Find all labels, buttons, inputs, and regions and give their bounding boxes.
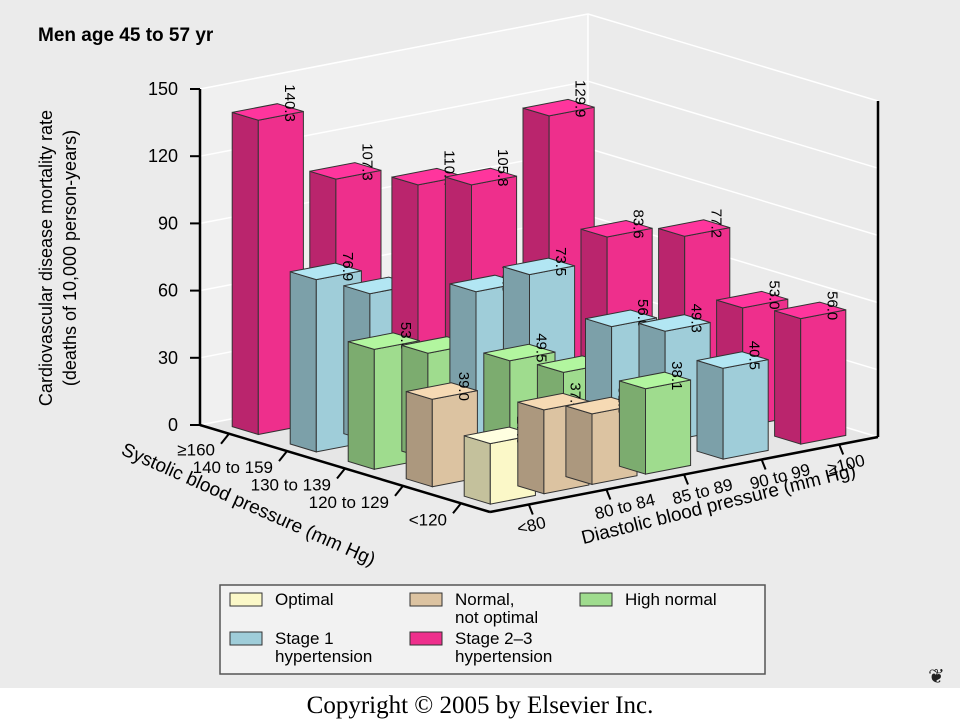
bar-top-stage-2-3-hypertension	[522, 98, 595, 117]
bar-data-label: 83.6	[630, 209, 647, 238]
bar-side-stage-1-hypertension	[696, 359, 724, 460]
bar-data-label: 73.5	[552, 247, 569, 276]
copyright-notice: Copyright © 2005 by Elsevier Inc.	[306, 692, 654, 719]
bar-side-normal-not-optimal	[565, 405, 593, 486]
bar-data-label: 49.3	[688, 304, 705, 333]
systolic-tick	[336, 467, 346, 480]
legend-swatch	[409, 592, 443, 607]
bar-top-stage-2-3-hypertension	[580, 219, 653, 238]
bar-data-label: 140.3	[281, 84, 298, 122]
gridline-back	[199, 13, 589, 90]
legend-label: High normal	[625, 590, 717, 609]
diastolic-tick-label: <80	[515, 513, 548, 538]
systolic-tick	[452, 502, 462, 514]
bar-top-stage-2-3-hypertension	[716, 290, 788, 309]
bar-data-label: 53.0	[765, 280, 782, 309]
y-axis-label-line1: Cardiovascular disease mortality rate	[36, 110, 56, 406]
bar-data-label: 40.5	[746, 341, 763, 370]
bar-data-label: 129.9	[572, 80, 589, 118]
bar-side-normal-not-optimal	[405, 390, 433, 488]
systolic-tick-label: 140 to 159	[193, 458, 273, 477]
legend-label-line2: hypertension	[455, 647, 552, 666]
systolic-tick	[394, 485, 404, 497]
bar-top-stage-2-3-hypertension	[658, 219, 730, 237]
bar-high-normal	[645, 379, 692, 475]
bar-top-stage-1-hypertension	[503, 257, 575, 276]
legend-swatch	[579, 592, 613, 607]
bar-top-stage-1-hypertension	[638, 314, 711, 332]
bar-data-label: 77.2	[707, 209, 724, 238]
y-tick-label: 30	[158, 348, 178, 368]
legend-swatch	[229, 592, 263, 607]
bar-top-stage-2-3-hypertension	[445, 167, 517, 186]
y-tick-label: 150	[148, 79, 178, 99]
bar-top-stage-1-hypertension	[585, 309, 657, 328]
systolic-tick-label: ≥160	[177, 441, 215, 460]
elsevier-tree-icon: ❦	[928, 664, 945, 688]
bar-top-stage-1-hypertension	[290, 262, 362, 281]
bar-top-stage-2-3-hypertension	[774, 301, 846, 320]
y-tick-label: 120	[148, 146, 178, 166]
systolic-tick	[220, 433, 230, 445]
bar-stage-1-hypertension	[722, 358, 769, 460]
bar-side-stage-2-3-hypertension	[774, 310, 802, 445]
bar-side-stage-2-3-hypertension	[231, 111, 259, 436]
bar-data-label: 107.3	[358, 143, 375, 181]
bar-stage-2-3-hypertension	[800, 309, 847, 445]
bar-side-optimal	[463, 435, 491, 505]
legend-label: Normal,	[455, 590, 515, 609]
bar-top-high-normal	[483, 343, 556, 362]
diastolic-tick	[838, 444, 845, 455]
bar-top-stage-2-3-hypertension	[309, 162, 382, 180]
bar-top-normal-not-optimal	[406, 382, 478, 400]
legend-label-line2: hypertension	[275, 647, 372, 666]
diastolic-tick	[527, 504, 534, 515]
bar-top-stage-1-hypertension	[696, 351, 769, 369]
bar-data-label: 105.8	[494, 149, 511, 187]
bar-side-stage-1-hypertension	[289, 271, 317, 453]
legend-box	[219, 584, 766, 675]
legend-label-line2: not optimal	[455, 608, 538, 627]
legend-label: Optimal	[275, 590, 334, 609]
diastolic-tick	[605, 489, 612, 500]
bar-data-label: 76.9	[339, 252, 356, 281]
bar-top-high-normal	[348, 332, 420, 350]
bar-top-high-normal	[619, 371, 691, 390]
systolic-tick	[278, 450, 288, 462]
bar-side-high-normal	[618, 380, 646, 475]
bar-data-label: 56.0	[634, 299, 651, 328]
bar-data-label: 39.0	[455, 372, 472, 401]
bar-data-label: 38.1	[668, 361, 685, 390]
y-tick-label: 0	[168, 415, 178, 435]
systolic-tick-label: 120 to 129	[309, 493, 389, 512]
diastolic-tick	[683, 474, 689, 485]
gridline-side	[587, 147, 879, 237]
bar-side-high-normal	[347, 340, 375, 470]
bar-data-label: 49.5	[532, 333, 549, 362]
y-tick-label: 60	[158, 281, 178, 301]
y-axis-label-line2: (deaths of 10,000 person-years)	[60, 130, 80, 386]
bar-top-stage-2-3-hypertension	[232, 103, 304, 121]
chart-title: Men age 45 to 57 yr	[38, 25, 214, 46]
bar-data-label: 56.0	[823, 291, 840, 320]
gridline-side	[587, 80, 879, 169]
legend-swatch	[409, 631, 443, 646]
legend-label: Stage 1	[275, 629, 334, 648]
gridline-side	[587, 13, 879, 102]
y-tick-label: 90	[158, 213, 178, 233]
legend-label: Stage 2–3	[455, 629, 533, 648]
bar-side-normal-not-optimal	[517, 401, 545, 495]
diastolic-tick	[760, 459, 767, 470]
systolic-tick-label: <120	[409, 510, 447, 529]
legend-swatch	[229, 631, 263, 646]
systolic-tick-label: 130 to 139	[251, 476, 331, 495]
